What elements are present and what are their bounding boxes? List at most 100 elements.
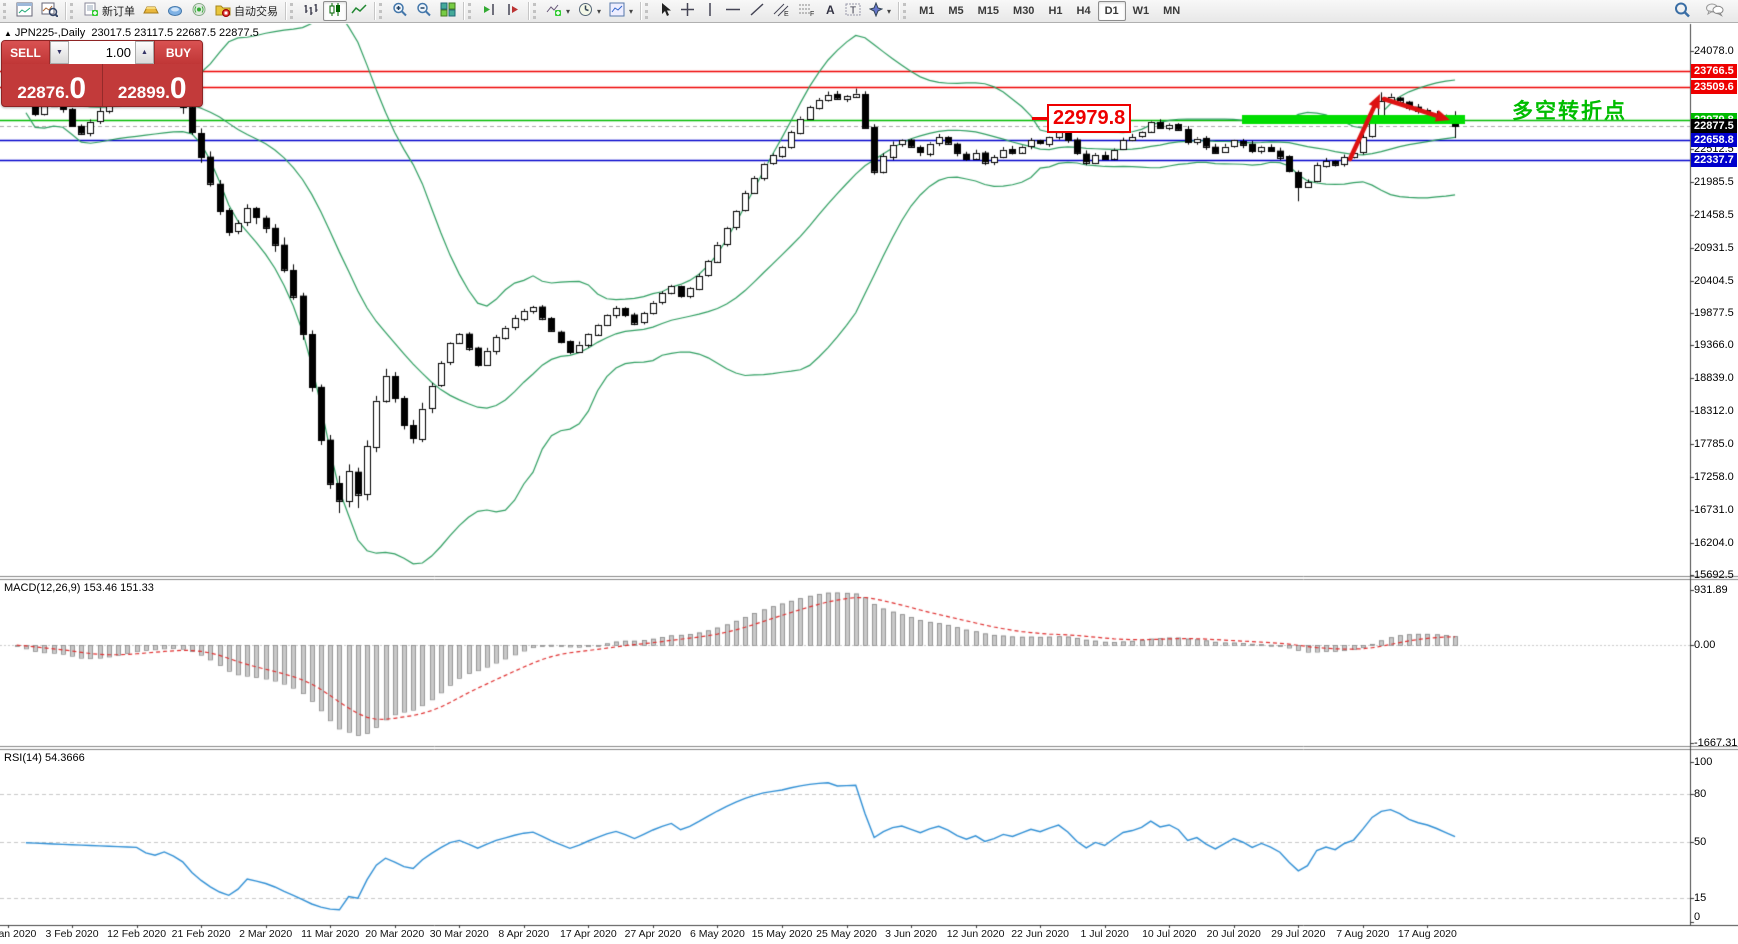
linechart-button[interactable] — [347, 1, 371, 21]
price-axis-tick-label: 15692.5 — [1694, 569, 1734, 581]
zoom-out-icon — [416, 2, 432, 20]
chart-zoom-icon — [41, 2, 59, 20]
new-order-button[interactable]: 新订单 — [79, 1, 139, 21]
date-axis-label: 11 Mar 2020 — [301, 928, 360, 940]
timeframe-m30-button[interactable]: M30 — [1013, 5, 1035, 17]
trendline-button[interactable] — [745, 1, 769, 21]
clock-button[interactable]: ▾ — [574, 1, 605, 21]
gold-button[interactable] — [139, 1, 163, 21]
label-t-button[interactable]: T — [841, 1, 865, 21]
chart-window-button[interactable] — [12, 1, 37, 21]
toolbar-separator — [528, 2, 529, 20]
volume-increase-button[interactable]: ▲ — [135, 41, 154, 64]
template-dropdown-arrow[interactable]: ▾ — [629, 6, 634, 16]
date-axis-label: 22 Jun 2020 — [1011, 928, 1070, 940]
macd-axis-label: -1667.31 — [1694, 737, 1738, 749]
toolbar-separator — [640, 2, 642, 20]
autotrade-button[interactable]: 自动交易 — [211, 1, 282, 21]
timeframe-m15-button[interactable]: M15 — [977, 5, 1000, 17]
chat-icon — [1705, 2, 1724, 20]
volume-input[interactable]: 1.00 — [69, 41, 135, 64]
date-axis-label: 29 Jul 2020 — [1271, 928, 1326, 940]
current-price-label: 22877.5 — [1691, 119, 1737, 133]
volume-decrease-button[interactable]: ▼ — [50, 41, 69, 64]
timeframe-mn-button[interactable]: MN — [1163, 5, 1181, 17]
timeframe-w1-button[interactable]: W1 — [1132, 5, 1150, 17]
shift-last-button[interactable] — [501, 1, 525, 21]
panel-collapse-icon[interactable]: ▲ — [4, 29, 12, 38]
hline-button[interactable] — [721, 1, 745, 21]
price-axis-tick-label: 19877.5 — [1694, 307, 1734, 319]
zoom-out-button[interactable] — [412, 1, 436, 21]
buy-price[interactable]: 22899. 0 — [103, 64, 203, 106]
toolbar-grip — [533, 3, 539, 19]
bars-button[interactable] — [299, 1, 323, 21]
vline-button[interactable] — [699, 1, 721, 21]
price-axis-tick-label: 18312.0 — [1694, 405, 1734, 417]
clock-dropdown-arrow[interactable]: ▾ — [597, 6, 602, 16]
bars-icon — [303, 2, 319, 20]
price-annotation-dash — [1032, 117, 1047, 120]
svg-text:E: E — [784, 11, 789, 17]
price-axis-tick-label: 16204.0 — [1694, 537, 1734, 549]
text-a-icon: A — [823, 2, 837, 20]
date-axis-label: 15 May 2020 — [751, 928, 813, 940]
cursor-button[interactable] — [654, 1, 676, 21]
rsi-label: RSI(14) 54.3666 — [4, 752, 85, 764]
timeframe-m5-button[interactable]: M5 — [948, 5, 964, 17]
rsi-axis-label: 0 — [1694, 911, 1701, 923]
zoom-in-button[interactable] — [388, 1, 412, 21]
shift-right-button[interactable] — [477, 1, 501, 21]
macd-label: MACD(12,26,9) 153.46 151.33 — [4, 582, 154, 594]
rsi-axis-label: 15 — [1694, 892, 1707, 904]
sell-price-big-digit: 0 — [69, 72, 87, 105]
signal-button[interactable] — [187, 1, 211, 21]
shapes-button[interactable]: ▾ — [865, 1, 895, 21]
channel-button[interactable]: E — [769, 1, 794, 21]
fibo-button[interactable]: F — [794, 1, 819, 21]
timeframe-h1-button[interactable]: H1 — [1048, 5, 1063, 17]
chart-symbol-period: JPN225-,Daily — [14, 27, 86, 39]
indicator-add-button[interactable]: ▾ — [542, 1, 574, 21]
shapes-icon — [868, 1, 884, 20]
date-axis-label: 7 Aug 2020 — [1336, 928, 1390, 940]
tile-icon — [440, 2, 456, 20]
blue-doc-button[interactable] — [163, 1, 187, 21]
chart-zoom-button[interactable] — [37, 1, 62, 21]
macd-axis-label: 0.00 — [1694, 639, 1716, 651]
chat-button[interactable] — [1701, 1, 1728, 21]
template-button[interactable]: ▾ — [605, 1, 637, 21]
new-order-label: 新订单 — [102, 6, 135, 18]
buy-button[interactable]: BUY — [155, 41, 202, 64]
turning-point-text: 多空转折点 — [1512, 100, 1627, 123]
signal-icon — [191, 2, 207, 20]
label-t-icon: T — [845, 2, 861, 20]
svg-text:T: T — [850, 6, 856, 17]
timeframe-h4-button[interactable]: H4 — [1076, 5, 1091, 17]
date-axis-label: 17 Apr 2020 — [560, 928, 617, 940]
sell-button[interactable]: SELL — [2, 41, 49, 64]
price-axis-tick-label: 21458.5 — [1694, 209, 1734, 221]
price-axis-tick-label: 21985.5 — [1694, 176, 1734, 188]
sell-price[interactable]: 22876. 0 — [2, 64, 103, 106]
date-axis-label: 30 Mar 2020 — [429, 928, 489, 940]
timeframe-m1-button[interactable]: M1 — [919, 5, 935, 17]
indicator-add-dropdown-arrow[interactable]: ▾ — [566, 6, 571, 16]
tile-button[interactable] — [436, 1, 460, 21]
timeframe-d1-button[interactable]: D1 — [1097, 1, 1126, 21]
crosshair-button[interactable] — [676, 1, 699, 21]
toolbar-grip — [379, 3, 385, 19]
shapes-dropdown-arrow[interactable]: ▾ — [887, 6, 892, 16]
text-a-button[interactable]: A — [819, 1, 841, 21]
level-price-label: 23509.6 — [1691, 80, 1737, 94]
chart-ohlc-values: 23017.5 23117.5 22687.5 22877.5 — [91, 27, 259, 39]
candles-button[interactable] — [323, 1, 347, 21]
date-axis-label: 2 Mar 2020 — [239, 928, 293, 940]
date-axis-label: 17 Aug 2020 — [1397, 928, 1457, 940]
search-button[interactable] — [1670, 1, 1695, 21]
date-axis-label: 24 Jan 2020 — [0, 928, 37, 940]
price-annotation-label: 22979.8 — [1047, 104, 1132, 133]
autotrade-label: 自动交易 — [234, 6, 278, 18]
